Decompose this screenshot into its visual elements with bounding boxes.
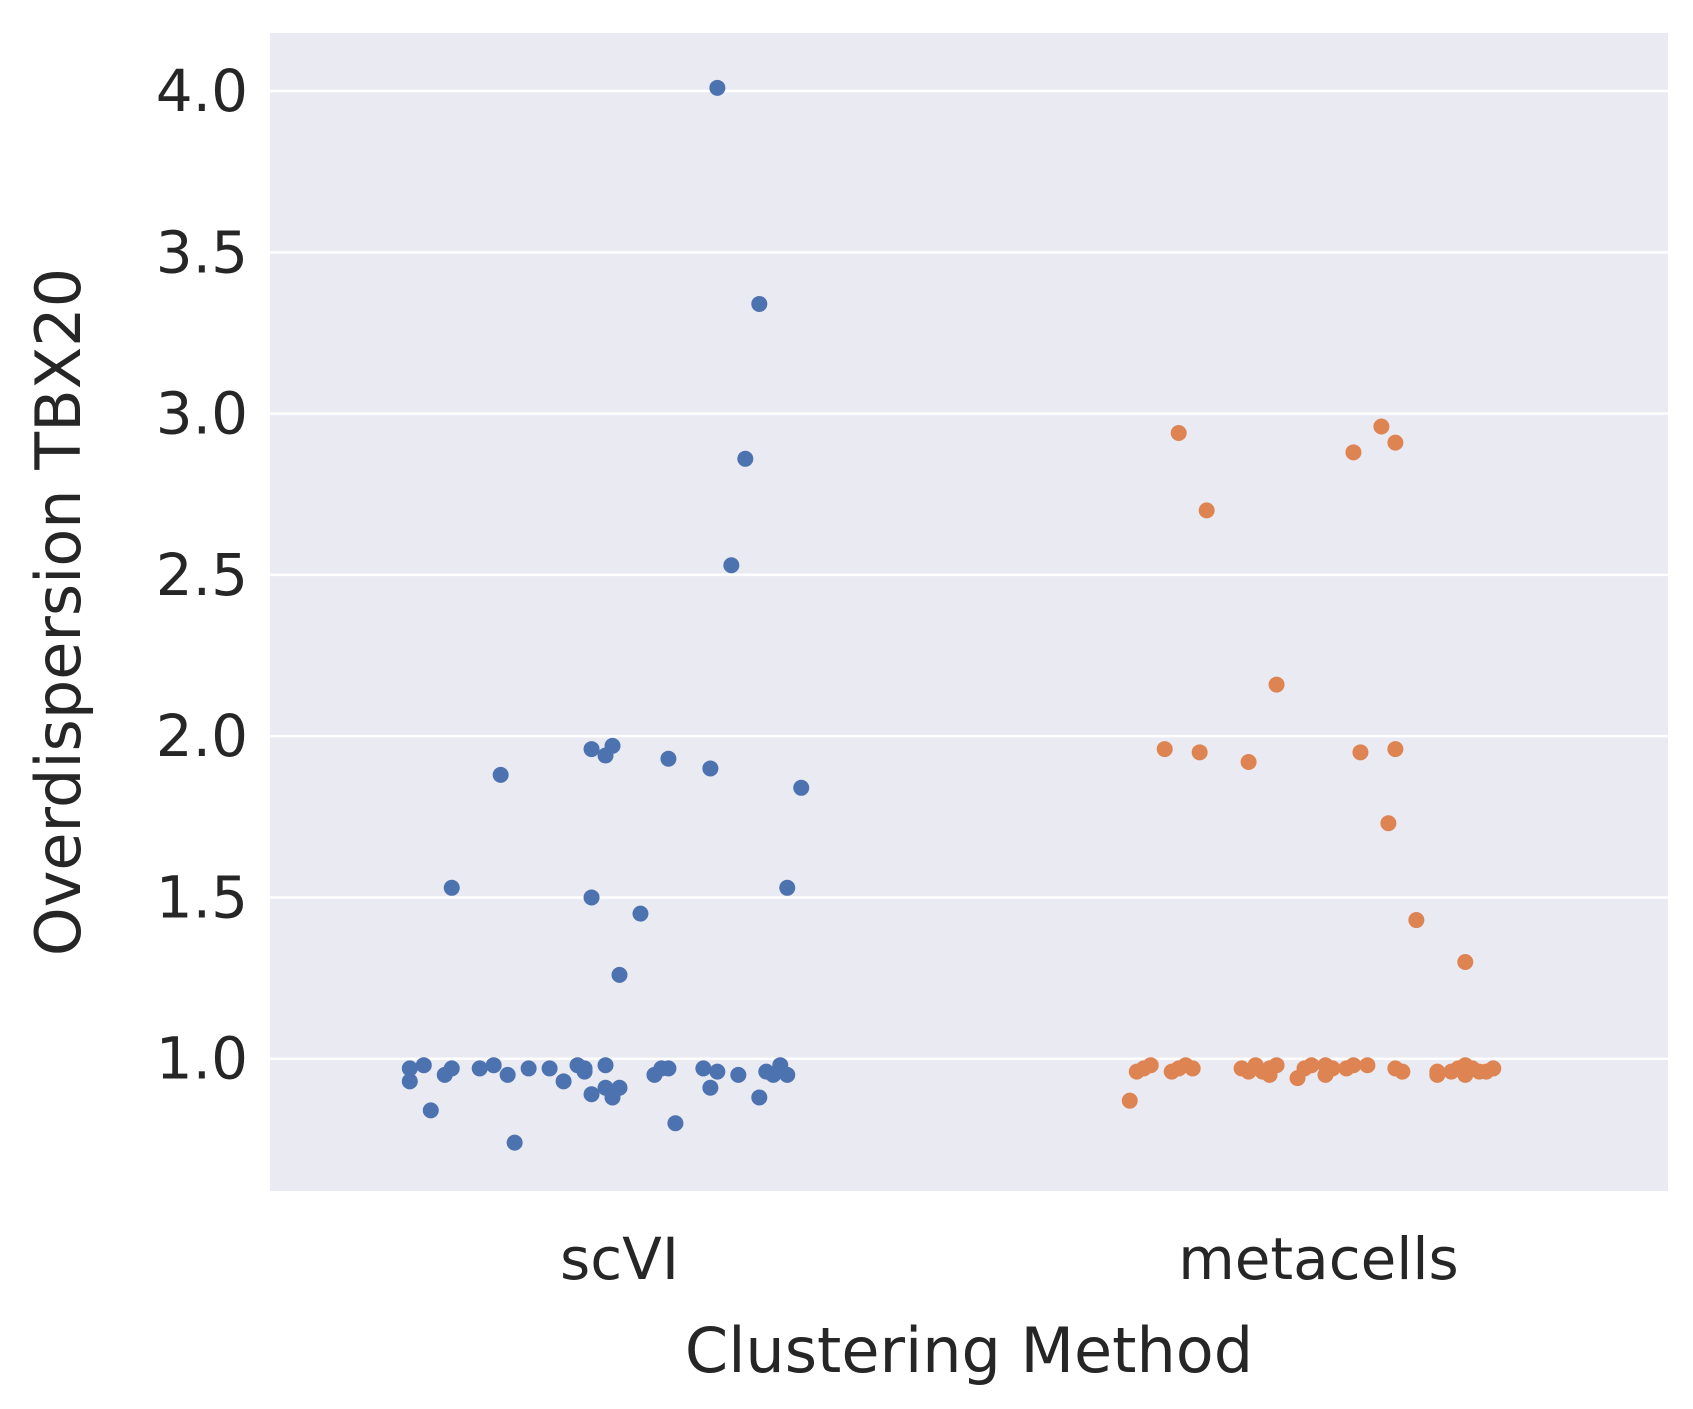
y-tick-label: 2.0	[156, 702, 248, 770]
y-tick-label: 2.5	[156, 541, 248, 609]
data-point-scvi	[660, 1060, 677, 1077]
data-point-metacells	[1457, 953, 1474, 970]
y-tick-label: 3.0	[156, 380, 248, 448]
data-point-metacells	[1170, 424, 1187, 441]
data-point-metacells	[1352, 744, 1369, 761]
data-point-scvi	[485, 1057, 502, 1074]
data-point-metacells	[1394, 1063, 1411, 1080]
data-point-scvi	[779, 1066, 796, 1083]
data-point-metacells	[1429, 1066, 1446, 1083]
data-point-metacells	[1191, 744, 1208, 761]
data-point-metacells	[1387, 434, 1404, 451]
data-point-scvi	[604, 737, 621, 754]
data-point-scvi	[667, 1115, 684, 1132]
data-point-scvi	[541, 1060, 558, 1077]
data-point-scvi	[751, 295, 768, 312]
data-point-scvi	[779, 879, 796, 896]
data-points	[401, 79, 1502, 1151]
data-point-scvi	[583, 741, 600, 758]
x-tick-label: scVI	[560, 1225, 679, 1293]
data-point-scvi	[583, 889, 600, 906]
data-point-scvi	[695, 1060, 712, 1077]
y-tick-label: 1.5	[156, 863, 248, 931]
data-point-scvi	[702, 1079, 719, 1096]
data-point-metacells	[1359, 1057, 1376, 1074]
y-tick-label: 4.0	[156, 57, 248, 125]
data-point-scvi	[443, 879, 460, 896]
data-point-scvi	[702, 760, 719, 777]
plot-area	[270, 33, 1668, 1191]
data-point-scvi	[709, 79, 726, 96]
data-point-metacells	[1198, 502, 1215, 519]
y-tick-label: 1.0	[156, 1025, 248, 1093]
data-point-metacells	[1303, 1057, 1320, 1074]
data-point-scvi	[471, 1060, 488, 1077]
data-point-scvi	[611, 1079, 628, 1096]
y-tick-label: 3.5	[156, 218, 248, 286]
data-point-scvi	[730, 1066, 747, 1083]
data-point-scvi	[401, 1060, 418, 1077]
y-tick-labels: 1.0 1.5 2.0 2.5 3.0 3.5 4.0	[156, 57, 248, 1093]
data-point-scvi	[520, 1060, 537, 1077]
x-tick-labels: scVI metacells	[560, 1225, 1459, 1293]
x-axis-label: Clustering Method	[685, 1314, 1253, 1387]
data-point-scvi	[709, 1063, 726, 1080]
data-point-metacells	[1380, 815, 1397, 832]
data-point-metacells	[1184, 1060, 1201, 1077]
data-point-scvi	[506, 1134, 523, 1151]
data-point-metacells	[1387, 741, 1404, 758]
data-point-scvi	[422, 1102, 439, 1119]
data-point-scvi	[492, 766, 509, 783]
data-point-scvi	[723, 557, 740, 574]
data-point-metacells	[1345, 444, 1362, 461]
data-point-scvi	[443, 1060, 460, 1077]
data-point-scvi	[499, 1066, 516, 1083]
data-point-scvi	[751, 1089, 768, 1106]
data-point-metacells	[1373, 418, 1390, 435]
gridlines	[270, 89, 1668, 1060]
data-point-metacells	[1240, 753, 1257, 770]
data-point-scvi	[737, 450, 754, 467]
data-point-scvi	[597, 1057, 614, 1074]
data-point-scvi	[576, 1063, 593, 1080]
data-point-scvi	[583, 1086, 600, 1103]
data-point-metacells	[1345, 1057, 1362, 1074]
data-point-metacells	[1324, 1060, 1341, 1077]
data-point-metacells	[1156, 741, 1173, 758]
data-point-metacells	[1121, 1092, 1138, 1109]
data-point-metacells	[1268, 1057, 1285, 1074]
data-point-metacells	[1408, 912, 1425, 929]
data-point-scvi	[555, 1073, 572, 1090]
data-point-metacells	[1268, 676, 1285, 693]
data-point-scvi	[632, 905, 649, 922]
data-point-scvi	[660, 750, 677, 767]
data-point-scvi	[793, 779, 810, 796]
x-tick-label: metacells	[1178, 1225, 1458, 1293]
data-point-scvi	[401, 1073, 418, 1090]
data-point-scvi	[611, 966, 628, 983]
data-point-scvi	[415, 1057, 432, 1074]
data-point-metacells	[1485, 1060, 1502, 1077]
data-point-metacells	[1142, 1057, 1159, 1074]
y-axis-label: Overdispersion TBX20	[22, 268, 95, 956]
